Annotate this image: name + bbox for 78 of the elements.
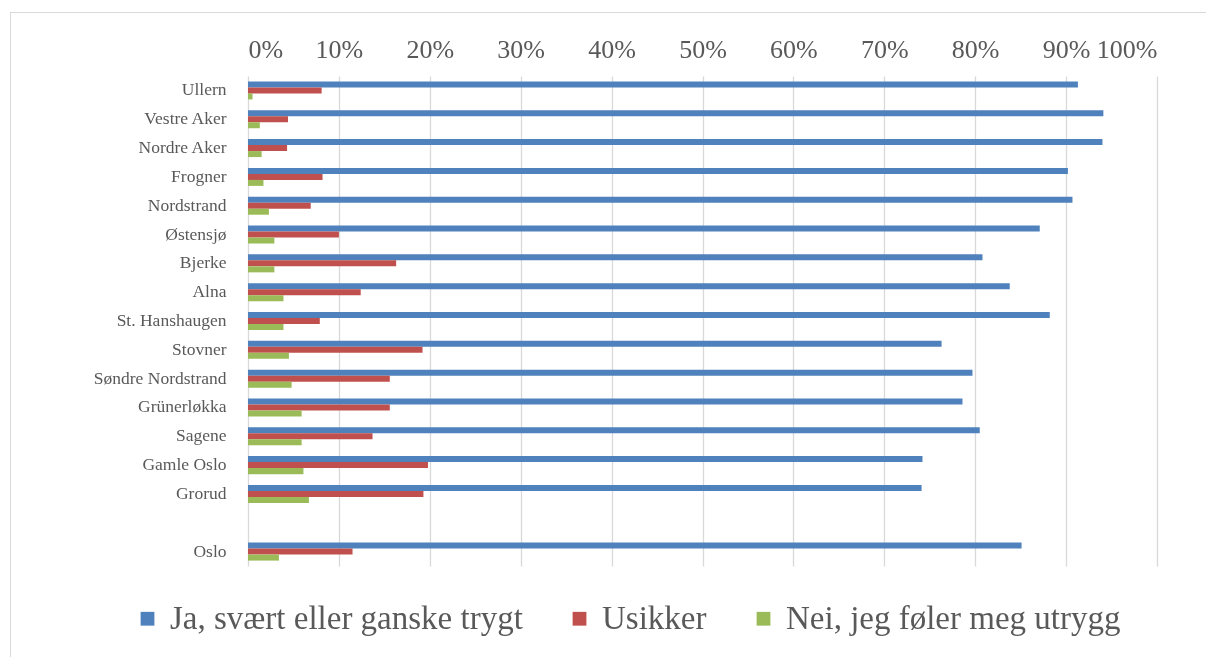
x-tick-label: 40% (588, 34, 636, 64)
y-tick-label: Vestre Aker (144, 108, 227, 129)
bar (248, 484, 922, 491)
bar (248, 496, 309, 503)
bar (248, 260, 397, 267)
bar (248, 346, 423, 353)
bar (248, 427, 980, 434)
y-tick-label: Frogner (171, 165, 227, 186)
bar (248, 289, 361, 296)
y-tick-label: Gamle Oslo (142, 454, 227, 475)
x-tick-label: 60% (770, 34, 818, 64)
y-tick-label: Oslo (193, 540, 227, 561)
bar (248, 145, 288, 152)
bar (248, 139, 1103, 146)
bar (248, 266, 275, 273)
bar (248, 93, 253, 100)
bar (248, 439, 302, 446)
x-tick-label: 100% (1096, 34, 1158, 64)
bar (248, 167, 1068, 174)
legend-label: Ja, svært eller ganske trygt (170, 599, 523, 636)
bar (248, 225, 1040, 232)
x-tick-label: 30% (497, 34, 546, 64)
y-tick-label: Grünerløkka (138, 396, 227, 417)
bar (248, 468, 304, 475)
x-tick-label: 0% (248, 34, 284, 64)
bar (248, 254, 983, 261)
y-tick-label: Østensjø (165, 223, 227, 244)
legend-label: Usikker (602, 599, 707, 636)
bar (248, 433, 373, 440)
legend-label: Nei, jeg føler meg utrygg (786, 599, 1121, 636)
bar (248, 340, 942, 347)
y-tick-label: Nordstrand (147, 194, 227, 215)
bar (248, 462, 428, 469)
bar (248, 122, 260, 129)
bar (248, 87, 322, 94)
bar (248, 398, 963, 405)
x-tick-label: 50% (679, 34, 727, 64)
bar (248, 381, 292, 388)
bar (248, 283, 1010, 290)
x-tick-label: 90% (1042, 34, 1091, 64)
bar (248, 231, 339, 238)
bar (248, 179, 264, 186)
bar (248, 208, 269, 215)
x-tick-label: 10% (315, 34, 364, 64)
y-tick-label: Sagene (175, 425, 227, 446)
bar (248, 404, 390, 411)
bar (248, 318, 320, 324)
bar (248, 237, 275, 244)
bar (248, 81, 1078, 88)
bar (248, 542, 1022, 549)
bar (248, 352, 289, 359)
bar (248, 369, 973, 376)
bar (248, 311, 1050, 318)
x-tick-label: 80% (951, 34, 1000, 64)
bar (248, 295, 284, 302)
y-tick-label: Nordre Aker (138, 137, 227, 158)
bar (248, 196, 1073, 203)
y-tick-label: Bjerke (179, 252, 227, 273)
y-tick-label: Stovner (172, 338, 227, 359)
bar (248, 173, 323, 180)
bar (248, 548, 353, 555)
y-tick-label: St. Hanshaugen (116, 310, 227, 330)
bar (248, 110, 1104, 117)
bar (248, 490, 424, 497)
bar (248, 375, 390, 382)
y-tick-label: Ullern (181, 79, 227, 100)
bar (248, 410, 302, 417)
bar (248, 151, 262, 158)
y-tick-label: Grorud (175, 482, 227, 503)
y-tick-label: Søndre Nordstrand (93, 367, 227, 388)
bar (248, 456, 923, 463)
bar (248, 554, 279, 561)
x-tick-label: 70% (860, 34, 909, 64)
bar (248, 116, 288, 123)
y-tick-label: Alna (192, 281, 227, 302)
x-tick-label: 20% (406, 34, 455, 64)
bar (248, 324, 284, 331)
bar (248, 202, 311, 209)
